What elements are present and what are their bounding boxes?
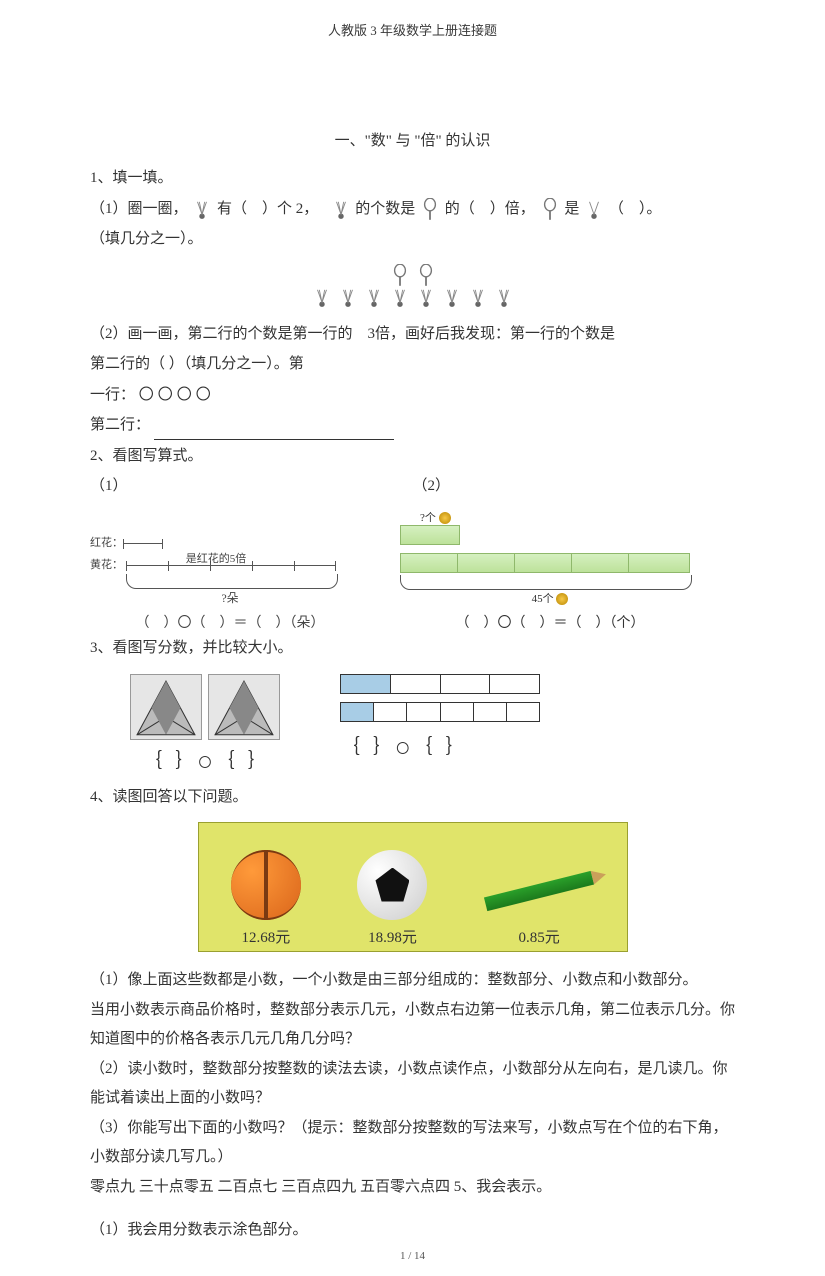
ball-icon [439,512,451,524]
brace-icon [400,575,692,590]
q1-1b: 有（ ）个 2， [217,201,326,217]
q3-diagrams: ｛ ｝ 〇 ｛ ｝ ｛ ｝ 〇 ｛ ｝ [130,674,735,773]
item-soccer: 18.98元 [357,850,427,947]
price-box: 12.68元 18.98元 0.85元 [198,822,628,952]
q1-row1: 一行： 〇〇〇〇 [90,381,735,410]
soccer-icon [357,850,427,920]
q4-p1: （1）像上面这些数都是小数，一个小数是由三部分组成的：整数部分、小数点和小数部分… [90,966,735,995]
q2-diagram-2: ?个 45个 （ ）〇（ ）＝（ ）（个） [400,509,700,632]
doc-header: 人教版 3 年级数学上册连接题 [90,20,735,39]
q1-p2a: （2）画一画，第二行的个数是第一行的 3倍，画好后我发现：第一行的个数是 [90,320,735,349]
q2-expr1: （ ）〇（ ）＝（ ）（朵） [90,612,370,632]
yellow-label: 黄花： [90,559,123,571]
shuttlecock-icon [313,286,331,308]
q1-1c: 的个数是 [355,201,415,217]
q1-1d: 的（ ）倍， [445,201,535,217]
q3-bars: ｛ ｝ 〇 ｛ ｝ [340,674,540,759]
blank-line [154,424,394,440]
q2-title: 2、看图写算式。 [90,442,735,471]
item-pencil: 0.85元 [484,856,594,947]
item-basketball: 12.68元 [231,850,301,947]
shuttlecock-icon [495,286,513,308]
q1-title: 1、填一填。 [90,164,735,193]
q2-diagram-1: 红花： 黄花： 是红花的5倍 ?朵 （ ）〇（ ）＝（ ）（朵） [90,534,370,632]
q2-expr2: （ ）〇（ ）＝（ ）（个） [400,612,700,632]
q4-p3: （2）读小数时，整数部分按整数的读法去读，小数点读作点，小数部分从左向右，是几读… [90,1055,735,1112]
q1-p2d: 第二行： [90,417,150,433]
q3-triangles: ｛ ｝ 〇 ｛ ｝ [130,674,280,773]
shuttlecock-icon [585,198,603,220]
racket-icon [391,264,409,286]
racket-icon [421,198,439,220]
q1-circles: 〇〇〇〇 [139,386,215,403]
shuttlecock-icon [443,286,461,308]
price-soccer: 18.98元 [357,926,427,947]
racket-icon [417,264,435,286]
q3-compare1: ｛ ｝ 〇 ｛ ｝ [130,744,280,773]
q4-p5: 零点九 三十点零五 二百点七 三百点四九 五百零六点四 5、我会表示。 [90,1173,735,1202]
racket-icon [541,198,559,220]
page-footer: 1 / 14 [0,1250,825,1262]
shuttlecock-icon [339,286,357,308]
q1-line1: （1）圈一圈， 有（ ）个 2， 的个数是 的（ ）倍， 是 （ ）。 [90,195,735,224]
page: 人教版 3 年级数学上册连接题 一、"数" 与 "倍" 的认识 1、填一填。 （… [0,0,825,1276]
shuttlecock-icon [332,198,350,220]
basketball-icon [231,850,301,920]
icon-row [90,264,735,308]
q2-sub2: （2） [413,472,736,501]
bar-short [400,525,460,545]
bar-frac-2 [340,702,540,722]
q-label: ?朵 [90,589,370,606]
shuttlecock-icon [391,286,409,308]
price-basketball: 12.68元 [231,926,301,947]
q1-p2c: 一行： [90,387,135,403]
q3-title: 3、看图写分数，并比较大小。 [90,634,735,663]
shuttlecock-icon [193,198,211,220]
q2-diagrams: 红花： 黄花： 是红花的5倍 ?朵 （ ）〇（ ）＝（ ）（朵） ?个 45个 [90,509,735,632]
q2-subs: （1） （2） [90,472,735,501]
q1-1a: （1）圈一圈， [90,201,188,217]
q4-p2: 当用小数表示商品价格时，整数部分表示几元，小数点右边第一位表示几角，第二位表示几… [90,996,735,1053]
triangle-1 [130,674,202,740]
bar-long [400,553,690,573]
bottom-label: 45个 [532,593,554,605]
shuttlecock-icon [417,286,435,308]
q1-1f: （ ）。 [609,201,662,217]
bar-frac-1 [340,674,540,694]
shuttlecock-icon [365,286,383,308]
q1-1e: 是 [564,201,579,217]
red-label: 红花： [90,537,123,549]
brace-icon [126,574,338,589]
triangle-2 [208,674,280,740]
q1-row2: 第二行： [90,411,735,440]
times-label: 是红花的5倍 [186,550,247,566]
pencil-icon [484,870,594,910]
q2-sub1: （1） [90,472,413,501]
q4-p6: （1）我会用分数表示涂色部分。 [90,1216,735,1245]
q1-p2b: 第二行的（ ）（填几分之一）。第 [90,350,735,379]
q4-p4: （3）你能写出下面的小数吗？（提示：整数部分按整数的写法来写，小数点写在个位的右… [90,1114,735,1171]
q1-line2: （填几分之一）。 [90,225,735,254]
price-pencil: 0.85元 [484,926,594,947]
section-title: 一、"数" 与 "倍" 的认识 [90,129,735,150]
top-label: ?个 [420,512,436,524]
q4-title: 4、读图回答以下问题。 [90,783,735,812]
ball-icon [556,593,568,605]
q3-compare2: ｛ ｝ 〇 ｛ ｝ [340,730,540,759]
shuttlecock-icon [469,286,487,308]
